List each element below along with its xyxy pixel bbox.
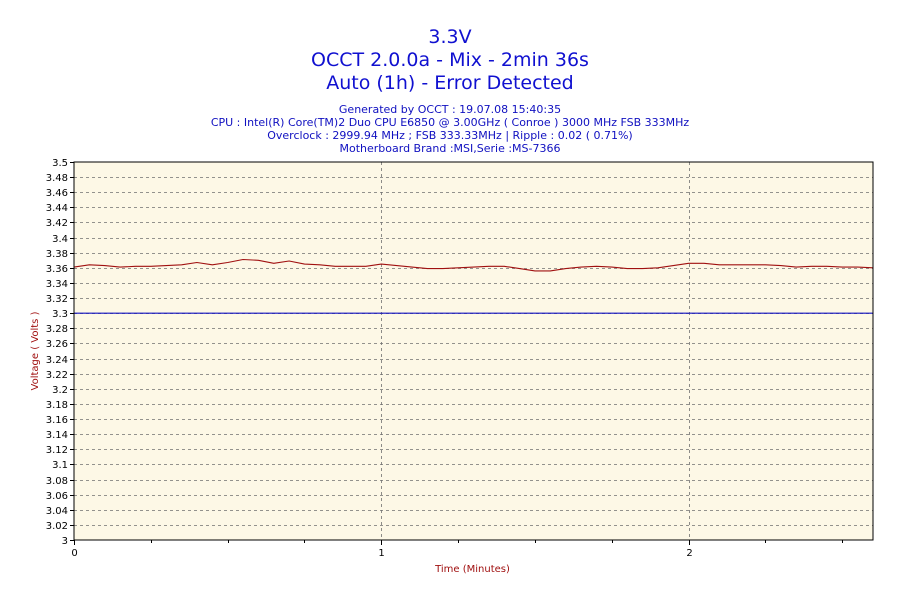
voltage-series-line (73, 258, 874, 272)
motherboard-info: Motherboard Brand :MSI,Serie :MS-7366 (339, 142, 561, 155)
y-tick-label: 3.2 (52, 385, 68, 396)
y-tick-label: 3.04 (46, 506, 68, 517)
chart-title-test-info: OCCT 2.0.0a - Mix - 2min 36s (311, 49, 589, 71)
axis-ticks: 3.53.483.463.443.423.43.383.363.343.323.… (46, 158, 843, 559)
x-axis-label: Time (Minutes) (434, 564, 510, 575)
y-tick-label: 3.02 (46, 521, 68, 532)
y-tick-label: 3.28 (46, 324, 68, 335)
y-tick-label: 3.46 (46, 188, 68, 199)
y-tick-label: 3.36 (46, 264, 68, 275)
x-tick-label: 2 (686, 548, 692, 559)
y-tick-label: 3.12 (46, 445, 68, 456)
y-tick-label: 3.14 (46, 430, 68, 441)
chart-title-status: Auto (1h) - Error Detected (326, 72, 574, 94)
y-tick-label: 3.38 (46, 249, 68, 260)
y-tick-label: 3 (62, 536, 68, 547)
y-tick-label: 3.16 (46, 415, 68, 426)
overclock-info: Overclock : 2999.94 MHz ; FSB 333.33MHz … (267, 129, 633, 142)
y-tick-label: 3.26 (46, 339, 68, 350)
y-tick-label: 3.18 (46, 400, 68, 411)
y-tick-label: 3.5 (52, 158, 68, 169)
y-tick-label: 3.34 (46, 279, 68, 290)
y-tick-label: 3.4 (52, 234, 68, 245)
plot-frame (73, 161, 874, 541)
y-tick-label: 3.42 (46, 218, 68, 229)
y-tick-label: 3.44 (46, 203, 68, 214)
y-tick-label: 3.1 (52, 460, 68, 471)
y-axis-label: Voltage ( Volts ) (30, 311, 41, 390)
x-tick-label: 0 (71, 548, 77, 559)
cpu-info: CPU : Intel(R) Core(TM)2 Duo CPU E6850 @… (210, 116, 690, 129)
x-tick-label: 1 (378, 548, 384, 559)
y-tick-label: 3.48 (46, 173, 68, 184)
y-tick-label: 3.08 (46, 476, 68, 487)
y-tick-label: 3.3 (52, 309, 68, 320)
chart-title-voltage: 3.3V (428, 26, 472, 48)
y-tick-label: 3.24 (46, 355, 68, 366)
generated-info: Generated by OCCT : 19.07.08 15:40:35 (338, 103, 562, 116)
y-tick-label: 3.06 (46, 491, 68, 502)
y-tick-label: 3.32 (46, 294, 68, 305)
series-layer (73, 258, 874, 314)
y-tick-label: 3.22 (46, 370, 68, 381)
plot-area (74, 162, 873, 540)
